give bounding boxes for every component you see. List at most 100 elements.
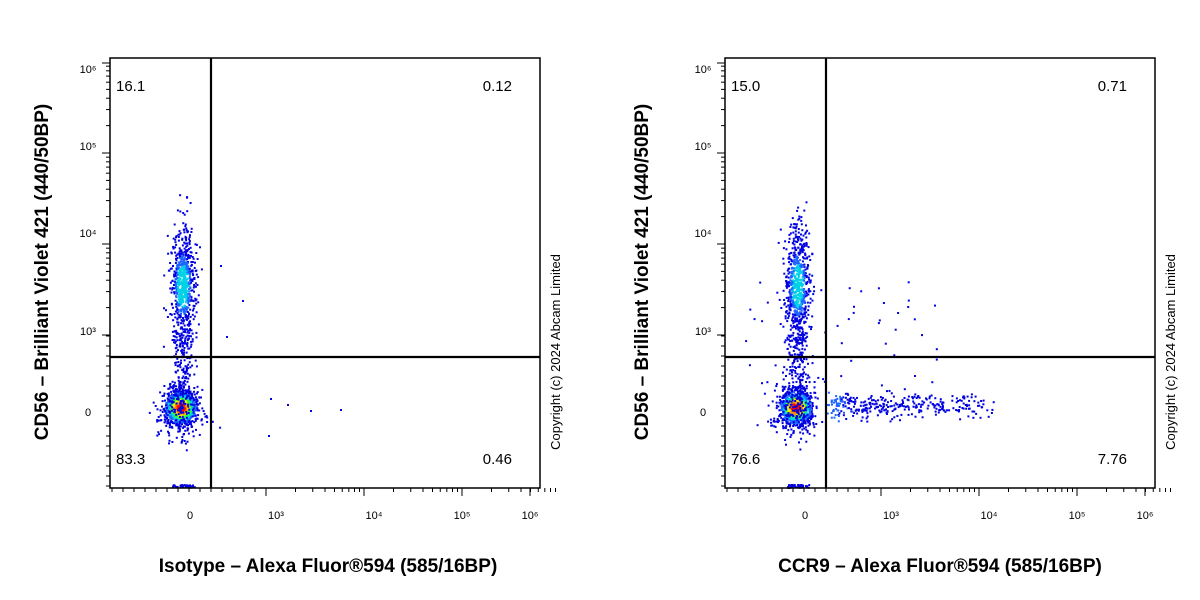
right-event-dot [778, 298, 781, 301]
right-event-dot [797, 246, 800, 249]
right-event-dot [775, 431, 778, 434]
right-event-dot [800, 403, 803, 406]
left-event-dot [188, 304, 191, 306]
right-event-dot [804, 231, 807, 234]
left-event-dot [173, 339, 176, 341]
right-event-dot [797, 276, 800, 279]
left-event-dot [177, 364, 180, 367]
right-event-dot [792, 402, 795, 405]
right-event-dot [797, 320, 799, 323]
right-event-dot [887, 406, 889, 408]
left-event-dot [188, 402, 191, 405]
right-event-dot [794, 325, 797, 328]
right-event-dot [968, 399, 971, 402]
left-event-dot [186, 341, 189, 344]
left-event-dot [168, 408, 171, 411]
left-event-dot [179, 342, 182, 345]
right-event-dot [798, 307, 801, 309]
left-event-dot [190, 329, 193, 332]
right-event-dot [962, 407, 965, 410]
right-event-dot [802, 392, 805, 395]
right-event-dot [800, 351, 803, 354]
right-event-dot [796, 273, 798, 276]
right-event-dot [783, 404, 786, 407]
right-event-dot [918, 396, 921, 399]
left-event-dot [180, 310, 183, 313]
right-event-dot [795, 283, 798, 286]
left-event-dot [174, 261, 177, 264]
left-event-dot [268, 435, 270, 437]
left-event-dot [173, 384, 176, 387]
right-event-dot [800, 418, 803, 421]
left-event-dot [189, 366, 192, 369]
right-event-dot [803, 293, 806, 295]
right-event-dot [808, 417, 811, 419]
left-event-dot [156, 408, 159, 411]
right-event-dot [779, 403, 782, 406]
right-event-dot [797, 328, 800, 331]
left-event-dot [163, 392, 166, 395]
right-event-dot [801, 390, 804, 393]
left-event-dot [176, 331, 179, 334]
left-event-dot [182, 411, 185, 414]
left-event-dot [185, 271, 188, 274]
left-event-dot [186, 328, 189, 331]
left-event-dot [182, 310, 185, 313]
right-event-dot [792, 273, 795, 276]
left-event-dot [182, 369, 184, 372]
left-event-dot [196, 391, 199, 394]
right-event-dot [797, 228, 800, 230]
right-event-dot [796, 332, 799, 335]
right-event-dot [790, 272, 793, 275]
left-event-dot [175, 385, 178, 388]
right-event-dot [791, 374, 793, 377]
right-event-dot [797, 336, 800, 339]
left-event-dot [191, 415, 194, 418]
left-event-dot [162, 407, 165, 410]
right-event-dot [802, 265, 805, 268]
right-event-dot [793, 226, 796, 229]
right-event-dot [797, 326, 800, 329]
left-event-dot [166, 422, 169, 425]
right-event-dot [793, 412, 796, 415]
right-event-dot [822, 378, 825, 381]
right-event-dot [793, 407, 796, 410]
left-event-dot [183, 265, 186, 268]
right-event-dot [793, 254, 796, 257]
right-event-dot [803, 413, 805, 416]
left-event-dot [192, 309, 194, 312]
left-event-dot [184, 235, 187, 238]
right-event-dot [808, 376, 811, 379]
right-event-dot [799, 269, 802, 272]
left-event-dot [175, 361, 178, 364]
right-event-dot [798, 253, 801, 256]
left-event-dot [182, 317, 184, 319]
left-event-dot [194, 409, 197, 411]
right-event-dot [792, 346, 795, 349]
left-event-dot [186, 242, 188, 245]
right-event-dot [791, 387, 794, 389]
left-event-dot [187, 347, 190, 350]
right-event-dot [838, 412, 841, 415]
right-event-dot [885, 411, 888, 414]
left-event-dot [179, 290, 182, 293]
right-event-dot [792, 406, 795, 409]
left-event-dot [157, 419, 160, 422]
left-event-dot [167, 269, 170, 272]
left-event-dot [175, 353, 177, 356]
right-event-dot [782, 378, 785, 381]
left-event-dot [185, 282, 188, 285]
right-event-dot [784, 339, 787, 342]
right-event-dot [782, 396, 785, 399]
left-event-dot [183, 425, 186, 428]
right-event-dot [800, 357, 803, 360]
left-event-dot [165, 309, 167, 312]
left-event-dot [185, 423, 188, 426]
left-ticks [102, 62, 557, 496]
left-event-dot [188, 292, 191, 295]
left-event-dot [173, 275, 176, 278]
left-event-dot [175, 402, 178, 405]
left-event-dot [166, 397, 169, 400]
right-event-dot [786, 404, 789, 407]
right-event-dot [796, 418, 799, 421]
